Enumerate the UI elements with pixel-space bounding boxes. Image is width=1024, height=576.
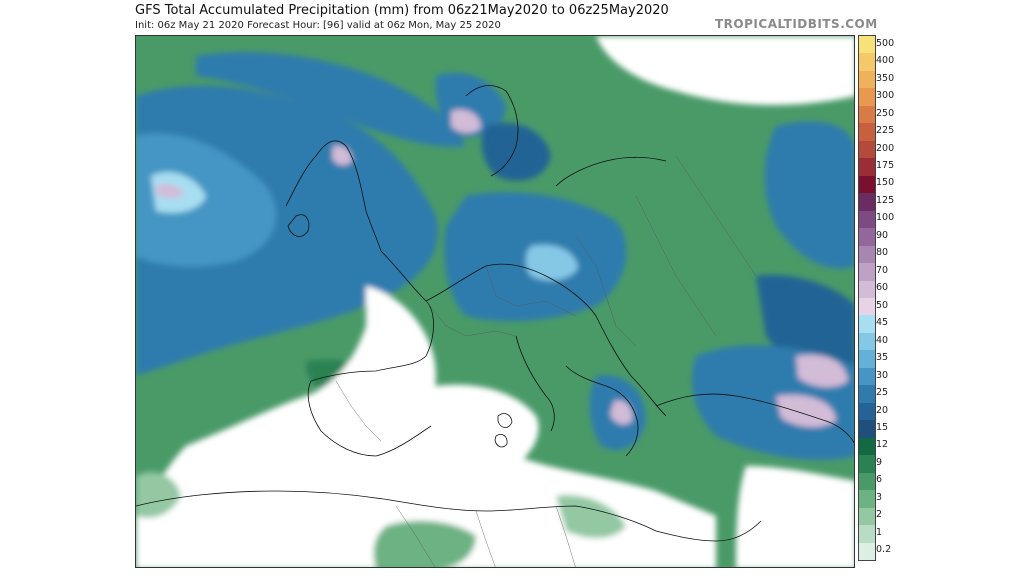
legend-swatch (859, 53, 875, 72)
chart-title: GFS Total Accumulated Precipitation (mm)… (135, 3, 669, 18)
legend-label: 250 (876, 107, 895, 119)
country-borders (335, 155, 757, 567)
legend-swatch (859, 175, 875, 194)
legend-swatch (859, 315, 875, 334)
legend-label: 125 (876, 194, 895, 206)
legend-swatch (859, 437, 875, 456)
legend-label: 90 (876, 229, 889, 241)
legend-swatch (859, 158, 875, 177)
legend-label: 60 (876, 282, 889, 294)
legend-swatch (859, 280, 875, 299)
precipitation-legend (858, 35, 876, 561)
legend-swatch (859, 402, 875, 421)
legend-label: 175 (876, 160, 895, 171)
legend-label: 400 (876, 55, 895, 67)
legend-label: 35 (876, 352, 889, 364)
legend-swatch (859, 350, 875, 369)
legend-label: 20 (876, 404, 889, 416)
legend-label: 225 (876, 125, 895, 137)
legend-swatch (859, 472, 875, 491)
legend-label: 300 (876, 90, 895, 102)
legend-swatch (859, 525, 875, 544)
legend-swatch (859, 88, 875, 107)
legend-swatch (859, 228, 875, 247)
legend-label: 80 (876, 247, 889, 259)
legend-label: 15 (876, 422, 889, 433)
legend-label: 45 (876, 317, 889, 329)
legend-label: 0.2 (876, 544, 892, 556)
legend-label: 40 (876, 334, 889, 346)
legend-swatch (859, 105, 875, 124)
legend-label: 3 (876, 491, 883, 503)
legend-label: 6 (876, 474, 883, 486)
legend-swatch (859, 385, 875, 404)
legend-swatch (859, 298, 875, 316)
legend-swatch (859, 263, 875, 282)
legend-swatch (859, 455, 875, 474)
legend-label: 200 (876, 142, 895, 154)
legend-swatch (859, 245, 875, 264)
map-canvas (136, 36, 854, 567)
legend-swatch (859, 367, 875, 386)
legend-swatch (859, 210, 875, 229)
legend-swatch (859, 70, 875, 89)
brand-watermark: TROPICALTIDBITS.COM (715, 17, 878, 31)
legend-label: 50 (876, 299, 889, 311)
legend-swatch (859, 490, 875, 509)
legend-label: 2 (876, 509, 883, 521)
legend-label: 350 (876, 72, 895, 84)
legend-swatch (859, 420, 875, 439)
legend-swatch (859, 140, 875, 159)
legend-swatch (859, 36, 875, 54)
chart-subtitle: Init: 06z May 21 2020 Forecast Hour: [96… (135, 20, 501, 31)
legend-swatch (859, 507, 875, 526)
legend-label: 70 (876, 264, 889, 276)
legend-swatch (859, 123, 875, 142)
legend-label: 25 (876, 387, 889, 399)
precipitation-map (135, 35, 855, 568)
legend-swatch (859, 332, 875, 351)
legend-label: 30 (876, 369, 889, 381)
legend-label: 12 (876, 439, 889, 451)
legend-label: 150 (876, 177, 895, 189)
legend-label: 1 (876, 526, 883, 538)
legend-swatch (859, 542, 875, 561)
legend-label: 100 (876, 212, 895, 224)
legend-label: 9 (876, 456, 883, 468)
legend-label: 500 (876, 37, 895, 49)
legend-swatch (859, 193, 875, 212)
precip-fields (136, 36, 854, 567)
